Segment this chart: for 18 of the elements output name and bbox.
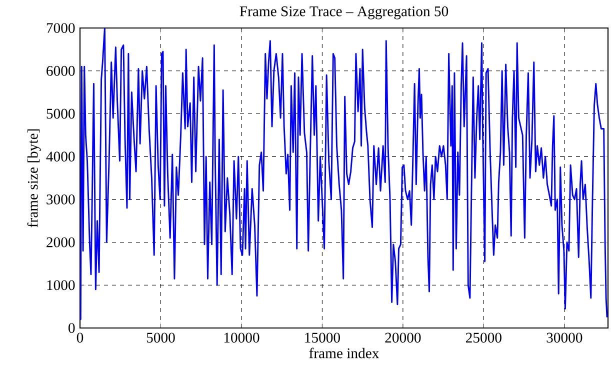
x-axis-title: frame index	[309, 348, 380, 358]
y-tick-label: 3000	[46, 194, 75, 204]
x-tick-label: 15000	[305, 332, 340, 343]
x-tick-label: 5000	[146, 332, 175, 343]
x-tick-label: 10000	[224, 332, 260, 343]
chart-title: Frame Size Trace – Aggregation 50	[240, 6, 448, 20]
y-tick-label: 1000	[47, 280, 75, 290]
y-tick-label: 4000	[46, 152, 75, 162]
y-tick-label: 6000	[46, 66, 75, 76]
y-tick-label: 0	[68, 323, 75, 333]
x-tick-label: 30000	[546, 332, 582, 343]
y-axis-title: frame size [byte]	[27, 129, 41, 228]
y-tick-label: 2000	[46, 237, 75, 248]
x-tick-label: 20000	[385, 332, 421, 343]
y-tick-label: 5000	[46, 108, 75, 119]
x-tick-label: 25000	[466, 332, 502, 343]
y-tick-label: 7000	[46, 23, 75, 33]
x-tick-label: 0	[76, 332, 84, 343]
